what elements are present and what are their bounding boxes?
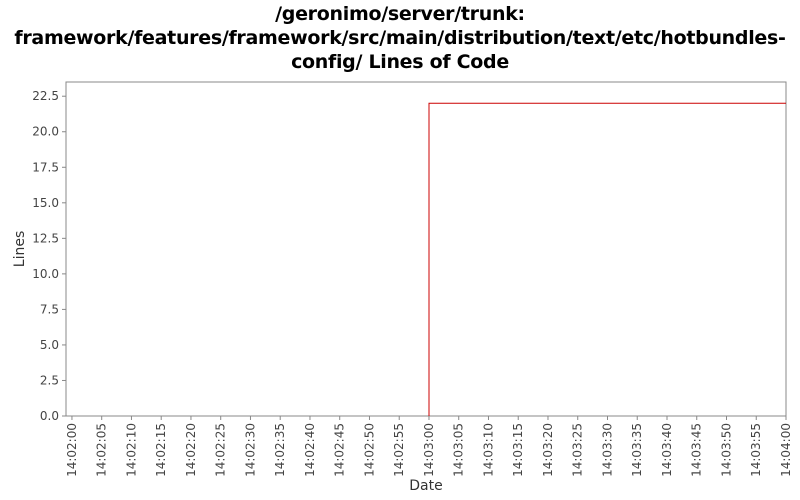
y-tick-label: 7.5 [40, 302, 59, 316]
x-tick-label: 14:04:00 [779, 423, 793, 477]
y-tick-label: 2.5 [40, 373, 59, 387]
series-line-0 [428, 102, 786, 416]
x-tick-label: 14:02:25 [214, 423, 228, 477]
x-tick-label: 14:02:55 [392, 423, 406, 477]
x-tick-label: 14:02:35 [273, 423, 287, 477]
chart-title: /geronimo/server/trunk: framework/featur… [0, 2, 800, 74]
x-tick-label: 14:02:30 [243, 423, 257, 477]
x-axis-label: Date [409, 478, 442, 494]
x-tick-label: 14:03:25 [571, 423, 585, 477]
x-tick-label: 14:03:35 [630, 423, 644, 477]
x-tick-label: 14:03:55 [749, 423, 763, 477]
chart-title-line-2: framework/features/framework/src/main/di… [14, 27, 786, 49]
y-tick-label: 0.0 [40, 409, 59, 423]
y-tick-label: 15.0 [32, 196, 59, 210]
y-axis-label: Lines [12, 231, 28, 267]
y-tick-label: 20.0 [32, 125, 59, 139]
x-tick-label: 14:02:40 [303, 423, 317, 477]
x-tick-label: 14:02:10 [124, 423, 138, 477]
y-tick-label: 22.5 [32, 89, 59, 103]
y-axis: 0.0 2.5 5.0 7.5 10.0 12.5 15.0 17.5 20.0 22.5 [32, 89, 66, 423]
y-tick-label: 12.5 [32, 231, 59, 245]
x-tick-label: 14:03:30 [600, 423, 614, 477]
chart-title-line-3: config/ Lines of Code [291, 51, 509, 73]
x-tick-label: 14:02:05 [95, 423, 109, 477]
x-tick-label: 14:02:45 [333, 423, 347, 477]
plot-area [65, 81, 787, 417]
x-tick-label: 14:03:50 [719, 423, 733, 477]
x-axis: 14:02:00 14:02:05 14:02:10 14:02:15 14:02:20… [65, 416, 793, 477]
x-tick-label: 14:03:10 [481, 423, 495, 477]
x-tick-label: 14:03:00 [422, 423, 436, 477]
x-tick-label: 14:03:20 [541, 423, 555, 477]
y-tick-label: 17.5 [32, 160, 59, 174]
x-tick-label: 14:02:20 [184, 423, 198, 477]
x-tick-label: 14:03:40 [660, 423, 674, 477]
x-tick-label: 14:02:50 [362, 423, 376, 477]
x-tick-label: 14:02:15 [154, 423, 168, 477]
x-tick-label: 14:03:45 [690, 423, 704, 477]
chart-title-line-1: /geronimo/server/trunk: [275, 3, 525, 25]
y-tick-label: 5.0 [40, 338, 59, 352]
series-layer [428, 102, 786, 416]
x-tick-label: 14:03:15 [511, 423, 525, 477]
x-tick-label: 14:03:05 [452, 423, 466, 477]
x-tick-label: 14:02:00 [65, 423, 79, 477]
y-tick-label: 10.0 [32, 267, 59, 281]
